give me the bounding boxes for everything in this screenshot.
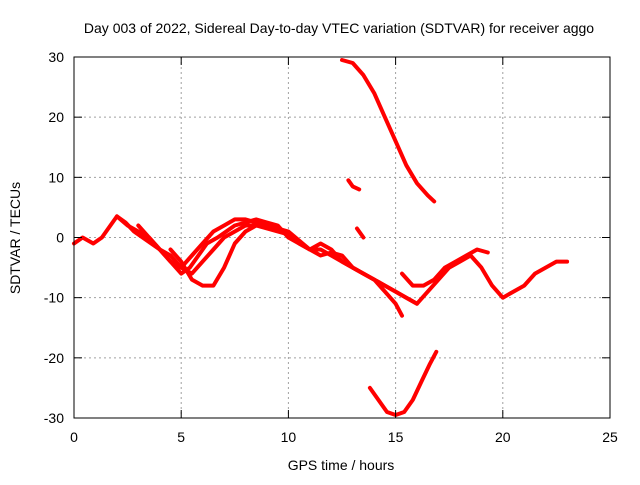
grid-lines [74, 57, 610, 418]
y-tick-label: 0 [56, 230, 64, 246]
series-line-track-7 [355, 226, 366, 240]
y-tick-label: 10 [48, 169, 64, 185]
series-line-track-8 [367, 349, 439, 417]
y-tick-label: -20 [44, 350, 64, 366]
series-line-track-4 [168, 223, 259, 288]
y-tick-label: -30 [44, 410, 64, 426]
series-line-track-5 [340, 58, 437, 204]
series-line-track-6 [346, 178, 362, 192]
y-tick-label: -10 [44, 290, 64, 306]
y-tick-label: 30 [48, 49, 64, 65]
x-tick-label: 10 [281, 429, 297, 445]
x-axis-label: GPS time / hours [288, 457, 395, 473]
y-axis-label: SDTVAR / TECUs [7, 182, 23, 294]
chart-title: Day 003 of 2022, Sidereal Day-to-day VTE… [84, 20, 594, 36]
axis-ticks: 0 5 10 15 20 25 -30 -20 -10 0 10 20 30 [44, 49, 618, 445]
x-tick-label: 15 [388, 429, 404, 445]
series-line-track-9 [400, 247, 490, 288]
y-tick-label: 20 [48, 109, 64, 125]
data-series [72, 58, 570, 417]
x-tick-label: 5 [177, 429, 185, 445]
x-tick-label: 25 [602, 429, 618, 445]
x-tick-label: 20 [495, 429, 511, 445]
series-line-track-3 [136, 223, 570, 306]
x-tick-label: 0 [70, 429, 78, 445]
